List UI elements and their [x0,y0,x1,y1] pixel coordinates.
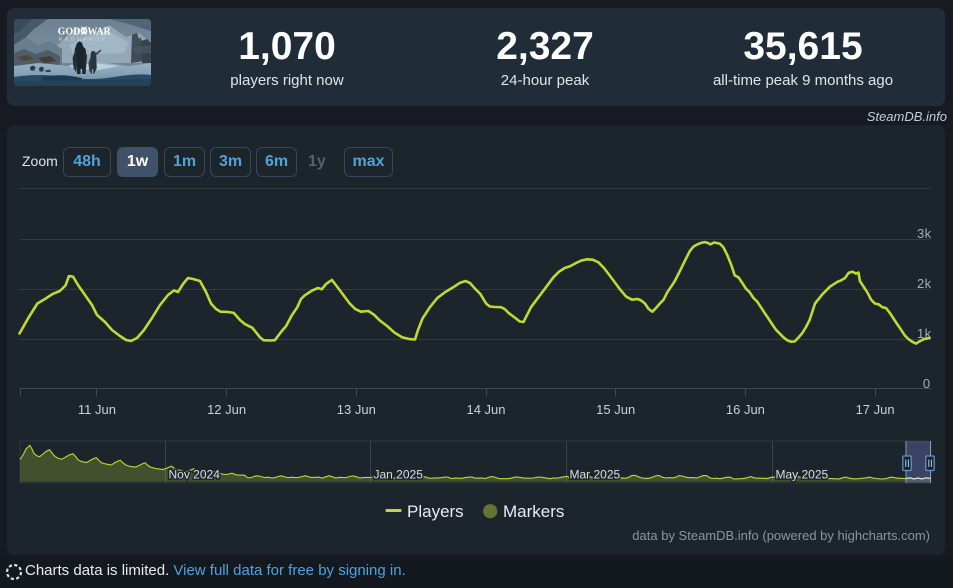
svg-text:3k: 3k [917,226,932,241]
svg-text:WAR: WAR [87,27,111,38]
svg-text:Jan 2025: Jan 2025 [374,468,424,482]
svg-text:11 Jun: 11 Jun [78,402,116,417]
svg-text:Mar 2025: Mar 2025 [570,468,621,482]
svg-text:16 Jun: 16 Jun [726,402,765,417]
svg-text:GOD: GOD [58,27,81,38]
svg-text:0: 0 [923,376,931,391]
svg-text:15 Jun: 15 Jun [596,402,635,417]
svg-text:13 Jun: 13 Jun [337,402,376,417]
svg-text:12 Jun: 12 Jun [207,402,246,417]
svg-text:May 2025: May 2025 [776,468,829,482]
svg-text:14 Jun: 14 Jun [466,402,505,417]
svg-text:17 Jun: 17 Jun [856,402,895,417]
svg-text:2k: 2k [917,276,932,291]
svg-text:Nov 2024: Nov 2024 [169,468,221,482]
svg-text:RAGNARÖK: RAGNARÖK [58,36,107,43]
